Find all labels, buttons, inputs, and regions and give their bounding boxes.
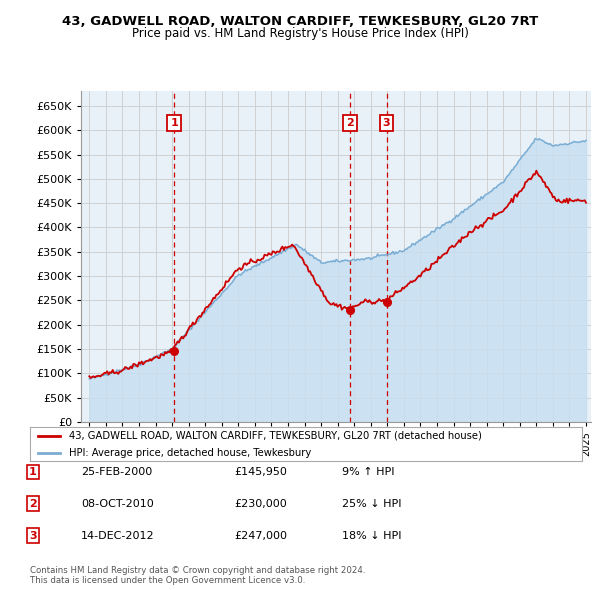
Text: 2: 2 xyxy=(347,118,354,128)
Text: 43, GADWELL ROAD, WALTON CARDIFF, TEWKESBURY, GL20 7RT: 43, GADWELL ROAD, WALTON CARDIFF, TEWKES… xyxy=(62,15,538,28)
Text: 18% ↓ HPI: 18% ↓ HPI xyxy=(342,531,401,540)
Text: £145,950: £145,950 xyxy=(234,467,287,477)
Text: HPI: Average price, detached house, Tewkesbury: HPI: Average price, detached house, Tewk… xyxy=(68,448,311,458)
Text: Price paid vs. HM Land Registry's House Price Index (HPI): Price paid vs. HM Land Registry's House … xyxy=(131,27,469,40)
Text: 25-FEB-2000: 25-FEB-2000 xyxy=(81,467,152,477)
Text: 14-DEC-2012: 14-DEC-2012 xyxy=(81,531,155,540)
Text: 1: 1 xyxy=(29,467,37,477)
Text: 08-OCT-2010: 08-OCT-2010 xyxy=(81,499,154,509)
Text: 3: 3 xyxy=(383,118,391,128)
Text: Contains HM Land Registry data © Crown copyright and database right 2024.
This d: Contains HM Land Registry data © Crown c… xyxy=(30,566,365,585)
Text: 2: 2 xyxy=(29,499,37,509)
Text: £247,000: £247,000 xyxy=(234,531,287,540)
Text: 3: 3 xyxy=(29,531,37,540)
Text: £230,000: £230,000 xyxy=(234,499,287,509)
Text: 1: 1 xyxy=(170,118,178,128)
Text: 9% ↑ HPI: 9% ↑ HPI xyxy=(342,467,395,477)
Text: 43, GADWELL ROAD, WALTON CARDIFF, TEWKESBURY, GL20 7RT (detached house): 43, GADWELL ROAD, WALTON CARDIFF, TEWKES… xyxy=(68,431,482,441)
Text: 25% ↓ HPI: 25% ↓ HPI xyxy=(342,499,401,509)
